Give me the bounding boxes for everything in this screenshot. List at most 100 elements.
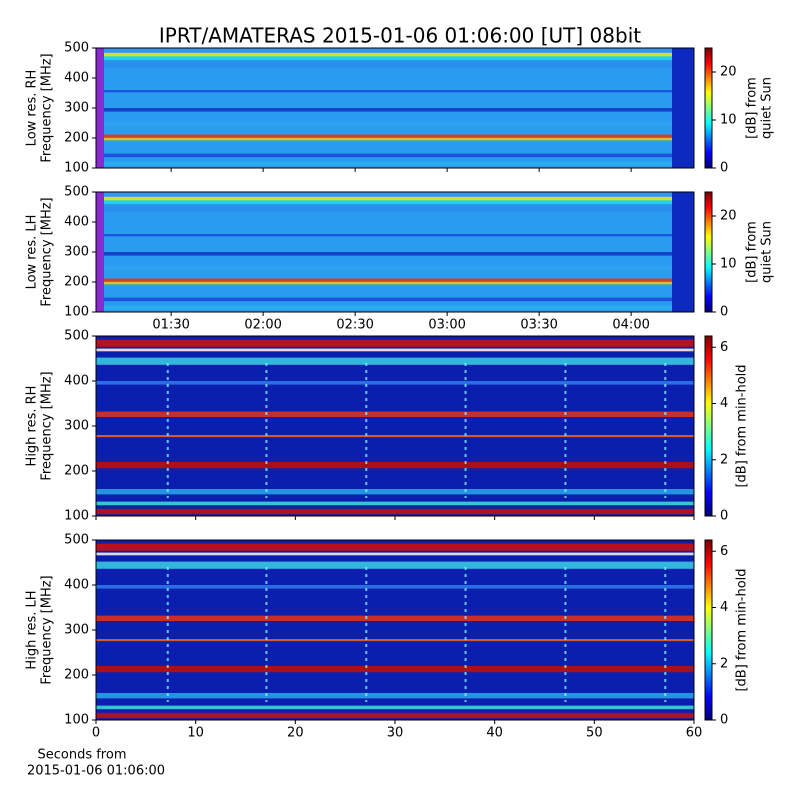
y-tick-label: 300 — [64, 419, 89, 434]
y-axis-label: Frequency [MHz] — [40, 197, 55, 306]
spectrogram-band — [96, 134, 694, 138]
spectrogram-band — [96, 561, 694, 569]
y-axis-label: Frequency [MHz] — [40, 575, 55, 684]
colorbar-tick-label: 2 — [720, 452, 728, 467]
x-tick-label: 02:00 — [244, 318, 281, 333]
spectrogram-band — [96, 153, 694, 158]
y-axis-label: High res. RH — [25, 386, 40, 467]
spectrogram-band — [96, 297, 694, 302]
y-axis-label: Frequency [MHz] — [40, 53, 55, 162]
colorbar-tick-label: 6 — [720, 544, 728, 559]
y-tick-label: 300 — [64, 101, 89, 116]
spectrogram-band — [96, 306, 694, 310]
x-tick-label: 40 — [486, 726, 503, 741]
x-tick-label: 10 — [187, 726, 204, 741]
spectrogram-edge — [96, 192, 104, 312]
colorbar-tick-label: 0 — [720, 305, 728, 320]
spectrogram-band — [96, 381, 694, 385]
spectrogram-band — [96, 348, 694, 352]
x-tick-label: 01:30 — [152, 318, 189, 333]
colorbar-tick-label: 20 — [720, 65, 737, 80]
y-tick-label: 500 — [64, 185, 89, 200]
figure-title: IPRT/AMATERAS 2015-01-06 01:06:00 [UT] 0… — [159, 24, 641, 48]
colorbar-tick-label: 0 — [720, 713, 728, 728]
x-tick-label: 03:30 — [520, 318, 557, 333]
spectrogram-band — [96, 138, 694, 141]
y-tick-label: 300 — [64, 245, 89, 260]
spectrogram-band — [96, 705, 694, 710]
spectrogram-band — [96, 585, 694, 589]
y-tick-label: 500 — [64, 329, 89, 344]
x-tick-label: 02:30 — [336, 318, 373, 333]
y-tick-label: 200 — [64, 275, 89, 290]
spectrogram-band — [96, 234, 694, 237]
spectrogram-band — [96, 278, 694, 282]
spectrogram-edge — [672, 192, 694, 312]
spectrogram-band — [96, 693, 694, 699]
spectrogram-band — [96, 615, 694, 621]
x-tick-label: 20 — [287, 726, 304, 741]
spectrogram-band — [96, 543, 694, 551]
spectrogram-band — [96, 252, 694, 256]
y-tick-label: 400 — [64, 71, 89, 86]
y-tick-label: 400 — [64, 215, 89, 230]
colorbar-label: quiet Sun — [760, 221, 775, 283]
colorbar-tick-label: 0 — [720, 161, 728, 176]
colorbar-label: [dB] from — [745, 77, 760, 139]
x-tick-label: 0 — [92, 726, 100, 741]
spectrogram-band — [96, 552, 694, 556]
x-axis-label: 2015-01-06 01:06:00 — [27, 764, 165, 779]
spectrogram-edge — [672, 48, 694, 168]
spectrogram-band — [96, 196, 694, 201]
y-axis-label: High res. LH — [25, 590, 40, 669]
spectrogram-background — [96, 540, 694, 720]
colorbar-label: [dB] from min-hold — [735, 568, 750, 691]
x-tick-label: 04:00 — [612, 318, 649, 333]
y-tick-label: 200 — [64, 131, 89, 146]
spectrogram-band — [96, 61, 694, 69]
x-tick-label: 50 — [586, 726, 603, 741]
spectrogram-band — [96, 108, 694, 112]
colorbar-tick-label: 0 — [720, 509, 728, 524]
colorbar-tick-label: 10 — [720, 113, 737, 128]
x-tick-label: 60 — [686, 726, 703, 741]
colorbar — [704, 335, 713, 517]
y-axis-label: Low res. RH — [25, 70, 40, 147]
spectrogram-band — [96, 56, 694, 60]
spectrogram-band — [96, 501, 694, 506]
spectrogram-band — [96, 122, 694, 126]
spectrogram-band — [96, 489, 694, 495]
colorbar — [704, 539, 713, 721]
colorbar-label: [dB] from min-hold — [735, 364, 750, 487]
y-tick-label: 100 — [64, 509, 89, 524]
y-tick-label: 100 — [64, 305, 89, 320]
colorbar-tick-label: 2 — [720, 656, 728, 671]
spectrogram-band — [96, 90, 694, 93]
spectrogram-band — [96, 52, 694, 57]
colorbar — [704, 47, 713, 169]
spectrogram-background — [96, 336, 694, 516]
spectrogram-band — [96, 462, 694, 469]
colorbar-tick-label: 4 — [720, 396, 728, 411]
y-tick-label: 200 — [64, 668, 89, 683]
spectrogram-band — [96, 639, 694, 642]
colorbar-tick-label: 6 — [720, 340, 728, 355]
spectrogram-band — [96, 508, 694, 515]
x-tick-label: 30 — [387, 726, 404, 741]
spectrogram-edge — [96, 48, 104, 168]
colorbar-tick-label: 10 — [720, 257, 737, 272]
spectrogram-band — [96, 266, 694, 270]
spectrogram-band — [96, 712, 694, 719]
spectrogram-band — [96, 357, 694, 365]
spectrogram-band — [96, 200, 694, 204]
x-tick-label: 03:00 — [428, 318, 465, 333]
spectrogram-band — [96, 205, 694, 213]
colorbar-tick-label: 20 — [720, 209, 737, 224]
y-tick-label: 400 — [64, 374, 89, 389]
y-axis-label: Low res. LH — [25, 215, 40, 290]
spectrogram-band — [96, 282, 694, 285]
colorbar-label: [dB] from — [745, 221, 760, 283]
y-tick-label: 500 — [64, 533, 89, 548]
spectrogram-band — [96, 162, 694, 166]
